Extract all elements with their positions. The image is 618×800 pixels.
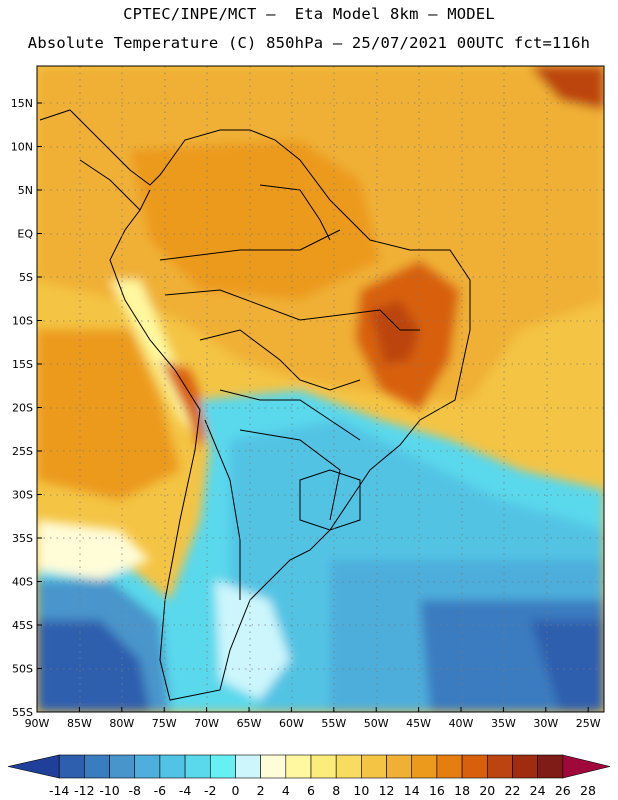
lat-label: 55S [12,706,33,719]
colorbar-label: -8 [128,783,141,798]
colorbar-label: 24 [530,783,546,798]
lon-label: 90W [25,717,50,730]
colorbar-labels: -14 -12 -10 -8 -6 -4 -2 0 2 4 6 8 10 12 14 16 18 20 22 24 26… [49,783,596,798]
colorbar-swatch [7,754,60,779]
lat-label: 5N [18,184,33,197]
lat-label: 20S [12,402,33,415]
colorbar-swatch [260,754,287,779]
lat-label: 10S [12,315,33,328]
colorbar-swatch [285,754,312,779]
lon-label: 80W [109,717,134,730]
lon-label: 65W [237,717,262,730]
colorbar-swatch [209,754,236,779]
lon-label: 40W [449,717,474,730]
colorbar-swatch [386,754,413,779]
lon-label: 25W [576,717,601,730]
lat-label: 30S [12,489,33,502]
lon-label: 35W [491,717,516,730]
lat-label: 5S [19,271,33,284]
lat-label: 45S [12,619,33,632]
lat-label: 15S [12,358,33,371]
lon-label: 85W [67,717,92,730]
colorbar-swatch [486,754,513,779]
lon-label: 55W [321,717,346,730]
map-frame [36,65,605,713]
colorbar-swatch [134,754,161,779]
lon-label: 50W [364,717,389,730]
colorbar-label: 8 [332,783,340,798]
colorbar-label: 10 [353,783,369,798]
colorbar-label: 26 [555,783,571,798]
colorbar-label: 14 [404,783,420,798]
colorbar-swatch [109,754,136,779]
longitude-ticks [36,707,589,712]
colorbar-swatch [335,754,362,779]
colorbar-label: -10 [99,783,119,798]
lat-label: 50S [12,663,33,676]
latitude-labels: 15N 10N 5N EQ 5S 10S 15S 20S 25S 30S 35S 40S 45S 50S 5… [11,97,34,719]
lon-label: 45W [406,717,431,730]
colorbar-label: 2 [257,783,265,798]
colorbar-swatch [436,754,463,779]
colorbar [7,754,611,779]
coastlines [39,109,471,701]
colorbar-label: -14 [49,783,69,798]
colorbar-label: 18 [454,783,470,798]
lat-label: 35S [12,532,33,545]
temperature-field [37,66,604,712]
colorbar-label: 22 [505,783,521,798]
colorbar-swatch [512,754,538,779]
colorbar-swatch [58,754,85,779]
lat-label: EQ [17,228,33,241]
colorbar-swatch [537,754,564,779]
colorbar-swatch [461,754,488,779]
colorbar-label: 0 [231,783,239,798]
colorbar-swatch [361,754,387,779]
colorbar-label: -12 [74,783,94,798]
lon-label: 60W [279,717,304,730]
longitude-labels: 90W 85W 80W 75W 70W 65W 60W 55W 50W 45W 40W 35W 30W 2… [25,717,601,730]
lat-label: 40S [12,576,33,589]
lon-label: 70W [194,717,219,730]
colorbar-swatch [159,754,186,779]
colorbar-label: 20 [479,783,495,798]
lat-label: 25S [12,445,33,458]
colorbar-label: 16 [429,783,445,798]
colorbar-swatch [562,754,611,779]
colorbar-label: -2 [204,783,216,798]
colorbar-swatch [411,754,438,779]
colorbar-label: -6 [154,783,167,798]
colorbar-swatch [184,754,211,779]
lon-label: 30W [533,717,558,730]
lat-label: 10N [11,141,33,154]
colorbar-label: 4 [282,783,290,798]
colorbar-label: 28 [580,783,596,798]
colorbar-swatch [84,754,110,779]
chart-title-line1: CPTEC/INPE/MCT – Eta Model 8km – MODEL [123,5,495,23]
lon-label: 75W [152,717,177,730]
lat-label: 15N [11,97,33,110]
colorbar-label: -4 [179,783,192,798]
latitude-ticks [37,102,42,713]
colorbar-swatch [235,754,261,779]
colorbar-swatch [310,754,337,779]
chart-title-line2: Absolute Temperature (C) 850hPa – 25/07/… [27,34,591,52]
colorbar-label: 6 [307,783,315,798]
colorbar-label: 12 [379,783,395,798]
